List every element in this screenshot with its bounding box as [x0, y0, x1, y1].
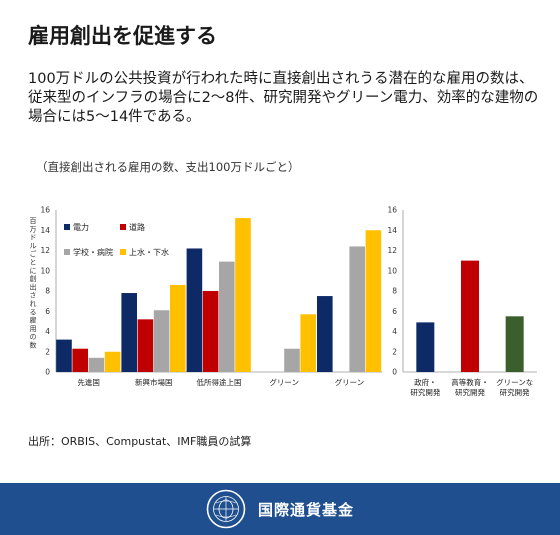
bar-2-3 — [153, 310, 170, 372]
bar-3-2 — [202, 291, 219, 372]
y-tick-label: 8 — [392, 287, 397, 296]
legend-label: 電力 — [73, 222, 89, 232]
y-tick-label: 14 — [40, 226, 50, 235]
y-tick-label: 4 — [392, 327, 397, 336]
category-label: 政府・研究開発 — [410, 377, 440, 397]
y-tick-label: 16 — [387, 206, 397, 215]
y-tick-label: 6 — [45, 307, 50, 316]
y-tick-label: 2 — [45, 347, 50, 356]
bar-2-2 — [137, 319, 154, 372]
legend-swatch — [64, 249, 70, 255]
bar-2-1 — [121, 293, 137, 372]
bar-3-4 — [235, 218, 251, 372]
y-tick-label: 12 — [40, 246, 50, 255]
bar-1-2 — [72, 348, 88, 372]
bar-3-3 — [219, 261, 235, 372]
footer-bar: 国際通貨基金 — [0, 483, 560, 535]
legend-swatch — [64, 224, 70, 230]
bar-1-4 — [104, 351, 121, 372]
bar-4-4 — [300, 314, 316, 372]
legend-label: 学校・病院 — [73, 247, 113, 257]
category-label: 新興市場国 — [135, 377, 173, 387]
category-label: 高等教育・研究開発 — [451, 377, 489, 397]
page-title: 雇用創出を促進する — [28, 24, 217, 48]
y-tick-label: 16 — [40, 206, 50, 215]
y-tick-label: 12 — [387, 246, 397, 255]
category-label: グリーンな研究開発 — [496, 377, 533, 397]
y-tick-label: 0 — [45, 368, 50, 377]
bar-3-1 — [186, 248, 203, 372]
bar-1-3 — [88, 357, 105, 372]
chart-subtitle: （直接創出される雇用の数、支出100万ドルごと） — [36, 160, 300, 174]
y-tick-label: 0 — [392, 368, 397, 377]
y-tick-label: 10 — [40, 266, 50, 275]
category-label: 低所得途上国 — [197, 377, 242, 387]
legend-label: 上水・下水 — [129, 247, 169, 257]
imf-seal-icon — [206, 489, 246, 529]
y-axis-label: 百万ドルごとに創出される雇用の数 — [30, 217, 37, 350]
category-label: グリーン — [269, 377, 299, 387]
y-tick-label: 6 — [392, 307, 397, 316]
org-name: 国際通貨基金 — [257, 500, 354, 519]
y-tick-label: 8 — [45, 287, 50, 296]
bar-1-1 — [56, 339, 72, 372]
bar-1 — [416, 322, 435, 372]
bar-2 — [461, 260, 479, 372]
legend-label: 道路 — [129, 222, 145, 232]
source-note: 出所：ORBIS、Compustat、IMF職員の試算 — [28, 435, 252, 448]
bar-5-1 — [317, 296, 333, 372]
bar-2-4 — [170, 284, 186, 372]
bar-5-4 — [365, 230, 382, 372]
y-tick-label: 14 — [387, 226, 397, 235]
bar-5-3 — [349, 246, 365, 372]
lead-text: 100万ドルの公共投資が行われた時に直接創出されうる潜在的な雇用の数は、従来型の… — [28, 71, 539, 125]
legend-swatch — [120, 224, 126, 230]
y-tick-label: 10 — [387, 266, 397, 275]
y-tick-label: 4 — [45, 327, 50, 336]
legend-swatch — [120, 249, 126, 255]
y-tick-label: 2 — [392, 347, 397, 356]
category-label: 先進国 — [77, 377, 100, 387]
bar-4-3 — [284, 348, 300, 372]
category-label: グリーン — [335, 377, 365, 387]
bar-3 — [505, 316, 524, 372]
